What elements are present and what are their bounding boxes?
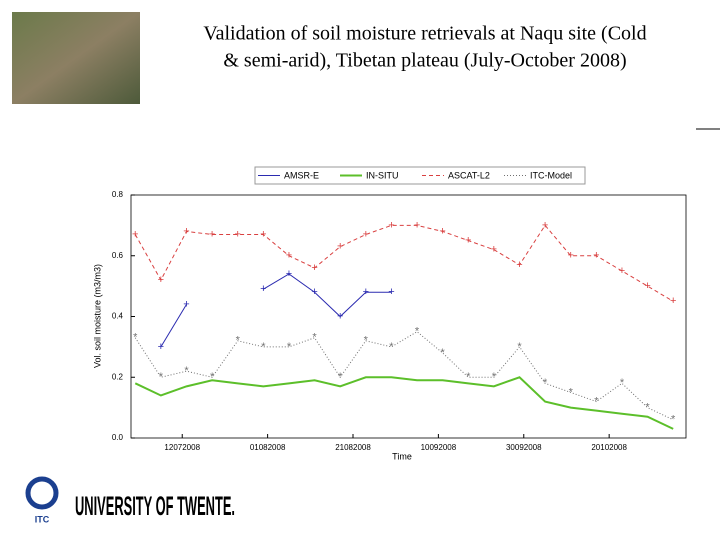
series-line — [134, 376, 674, 430]
logo-mark: ITC — [35, 514, 50, 524]
series-marker: + — [286, 268, 292, 280]
series-marker: * — [466, 371, 471, 383]
series-line — [160, 304, 187, 348]
series-marker: + — [260, 283, 266, 295]
series-marker: + — [439, 225, 445, 237]
series-marker: + — [158, 341, 164, 353]
legend-label: ASCAT-L2 — [448, 170, 490, 180]
series-line — [134, 224, 674, 302]
series-marker: + — [183, 225, 189, 237]
y-tick-label: 0.0 — [112, 433, 124, 442]
series-marker: * — [492, 371, 497, 383]
series-marker: * — [389, 341, 394, 353]
series-marker: * — [338, 371, 343, 383]
series-marker: + — [388, 286, 394, 298]
series-marker: + — [388, 219, 394, 231]
x-tick-label: 01082008 — [250, 443, 286, 452]
series-marker: + — [311, 262, 317, 274]
series-marker: + — [363, 228, 369, 240]
legend-label: AMSR-E — [284, 170, 319, 180]
series-marker: + — [465, 234, 471, 246]
x-axis-label: Time — [392, 451, 412, 461]
series-marker: * — [159, 371, 164, 383]
x-tick-label: 20102008 — [591, 443, 627, 452]
series-marker: * — [364, 335, 369, 347]
series-marker: * — [671, 414, 676, 426]
series-marker: + — [337, 310, 343, 322]
series-marker: * — [415, 326, 420, 338]
series-marker: + — [491, 244, 497, 256]
x-tick-label: 10092008 — [421, 443, 457, 452]
series-marker: + — [286, 250, 292, 262]
series-marker: * — [210, 371, 215, 383]
series-marker: * — [133, 332, 138, 344]
series-marker: + — [235, 228, 241, 240]
series-marker: + — [337, 241, 343, 253]
series-marker: * — [543, 377, 548, 389]
series-marker: + — [542, 219, 548, 231]
series-line — [263, 273, 392, 318]
series-marker: + — [619, 265, 625, 277]
series-marker: + — [414, 219, 420, 231]
y-tick-label: 0.6 — [112, 251, 124, 260]
logo-icon — [25, 476, 59, 510]
series-marker: + — [260, 228, 266, 240]
y-tick-label: 0.4 — [112, 312, 124, 321]
series-marker: * — [287, 341, 292, 353]
title-line: Validation of soil moisture retrievals a… — [203, 23, 646, 45]
y-tick-label: 0.2 — [112, 372, 124, 381]
series-marker: + — [593, 250, 599, 262]
series-line — [134, 331, 674, 421]
series-marker: * — [517, 341, 522, 353]
series-marker: + — [311, 286, 317, 298]
site-map — [12, 12, 140, 104]
series-marker: + — [183, 298, 189, 310]
series-marker: + — [363, 286, 369, 298]
series-marker: + — [209, 228, 215, 240]
series-marker: + — [132, 228, 138, 240]
logo-text: UNIVERSITY OF TWENTE. — [75, 491, 235, 521]
legend-label: IN-SITU — [366, 170, 399, 180]
series-marker: + — [568, 250, 574, 262]
y-axis-label: Vol. soil moisture (m3/m3) — [92, 264, 102, 368]
series-marker: + — [158, 274, 164, 286]
series-marker: + — [670, 295, 676, 307]
series-marker: + — [644, 280, 650, 292]
x-tick-label: 21082008 — [335, 443, 371, 452]
y-tick-label: 0.8 — [112, 190, 124, 199]
series-marker: * — [594, 395, 599, 407]
series-marker: * — [441, 347, 446, 359]
legend — [254, 166, 586, 185]
legend-label: ITC-Model — [530, 170, 572, 180]
x-tick-label: 30092008 — [506, 443, 542, 452]
series-marker: + — [516, 259, 522, 271]
series-marker: * — [620, 377, 625, 389]
series-marker: * — [645, 402, 650, 414]
series-marker: * — [261, 341, 266, 353]
series-marker: * — [184, 365, 189, 377]
series-marker: * — [569, 386, 574, 398]
series-marker: * — [312, 332, 317, 344]
series-marker: * — [236, 335, 241, 347]
title-line: & semi-arid), Tibetan plateau (July-Octo… — [223, 50, 626, 72]
x-tick-label: 12072008 — [164, 443, 200, 452]
